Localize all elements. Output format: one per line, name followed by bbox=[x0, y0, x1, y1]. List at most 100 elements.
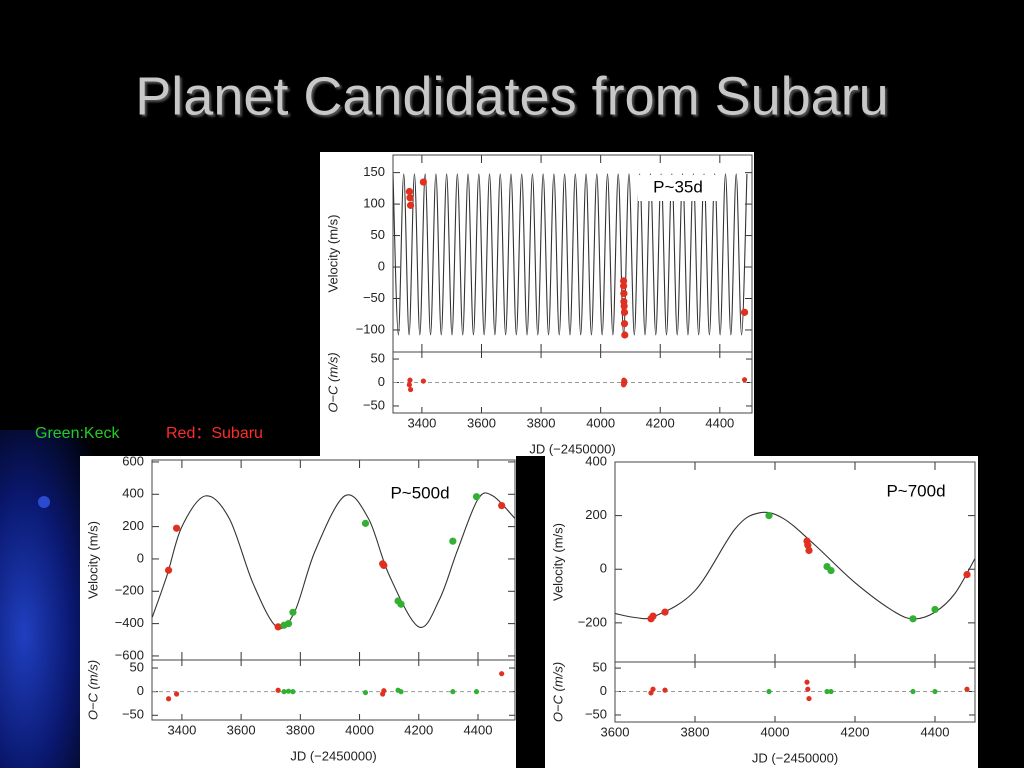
fit-curve bbox=[393, 173, 748, 336]
y-tick-label: 400 bbox=[585, 453, 607, 468]
y-tick-label: −100 bbox=[356, 321, 385, 336]
velocity-point bbox=[406, 201, 415, 209]
x-tick-label: 4200 bbox=[646, 415, 675, 430]
x-tick-label: 3600 bbox=[227, 722, 256, 737]
residual-frame bbox=[392, 351, 753, 414]
velocity-point bbox=[619, 282, 628, 290]
velocity-point bbox=[620, 308, 629, 316]
residual-point bbox=[828, 688, 834, 695]
velocity-point bbox=[172, 524, 181, 532]
x-tick-label: 4000 bbox=[761, 724, 790, 739]
y-tick-label: −200 bbox=[115, 583, 144, 598]
residual-point bbox=[473, 689, 480, 695]
y-tick-label: −400 bbox=[115, 615, 144, 630]
velocity-point bbox=[804, 541, 812, 549]
x-tick-label: 4200 bbox=[841, 724, 870, 739]
residual-point bbox=[910, 688, 916, 695]
residual-axis-label: O−C (m/s) bbox=[550, 662, 565, 722]
residual-frame bbox=[614, 661, 976, 723]
velocity-point bbox=[619, 277, 628, 285]
residual-tick-label: 50 bbox=[593, 660, 607, 675]
y-tick-label: 0 bbox=[600, 561, 607, 576]
chart-background bbox=[80, 456, 516, 768]
residual-point bbox=[806, 695, 812, 702]
y-tick-label: 200 bbox=[585, 507, 607, 522]
velocity-point bbox=[472, 493, 481, 501]
annotation-box bbox=[380, 481, 460, 507]
residual-point bbox=[362, 689, 369, 696]
annotation: P~500d bbox=[390, 483, 449, 502]
velocity-point bbox=[620, 289, 628, 298]
chart-background bbox=[545, 456, 978, 768]
residual-tick-label: 0 bbox=[600, 683, 607, 698]
residual-point bbox=[407, 386, 414, 393]
y-tick-label: −600 bbox=[115, 647, 144, 662]
annotation: P~35d bbox=[653, 177, 703, 196]
velocity-point bbox=[931, 605, 939, 614]
velocity-point bbox=[405, 187, 413, 196]
slide-title: Planet Candidates from Subaru bbox=[135, 66, 888, 126]
y-tick-label: 600 bbox=[122, 453, 144, 468]
residual-tick-label: 50 bbox=[130, 659, 144, 674]
y-axis-label: Velocity (m/s) bbox=[550, 523, 565, 601]
chart-background bbox=[320, 152, 754, 456]
y-tick-label: 150 bbox=[363, 164, 385, 179]
x-tick-label: 3600 bbox=[467, 415, 496, 430]
velocity-point bbox=[740, 308, 749, 316]
residual-point bbox=[285, 688, 292, 694]
velocity-point bbox=[449, 537, 457, 545]
x-tick-label: 3800 bbox=[527, 415, 556, 430]
x-tick-label: 3400 bbox=[407, 415, 436, 430]
velocity-point bbox=[620, 302, 628, 310]
residual-point bbox=[420, 378, 426, 384]
residual-point bbox=[450, 689, 456, 695]
x-tick-label: 4400 bbox=[705, 415, 734, 430]
residual-point bbox=[622, 378, 628, 384]
x-axis-label: JD (−2450000) bbox=[752, 750, 838, 765]
velocity-point bbox=[909, 615, 917, 623]
residual-tick-label: −50 bbox=[585, 706, 607, 721]
y-axis-label: Velocity (m/s) bbox=[85, 521, 100, 599]
fit-curve bbox=[152, 492, 515, 629]
x-tick-label: 3800 bbox=[681, 724, 710, 739]
velocity-point bbox=[621, 331, 629, 339]
x-tick-label: 4000 bbox=[586, 415, 615, 430]
residual-point bbox=[766, 688, 772, 695]
y-tick-label: 100 bbox=[363, 196, 385, 211]
y-tick-label: −200 bbox=[578, 614, 607, 629]
residual-point bbox=[805, 686, 811, 692]
velocity-point bbox=[963, 571, 971, 579]
y-tick-label: 0 bbox=[378, 258, 385, 273]
residual-point bbox=[499, 671, 505, 677]
x-axis-label: JD (−2450000) bbox=[529, 441, 615, 456]
velocity-point bbox=[620, 320, 629, 328]
residual-point bbox=[804, 679, 810, 685]
x-tick-label: 3600 bbox=[601, 724, 630, 739]
residual-point bbox=[662, 687, 668, 693]
residual-point bbox=[964, 686, 970, 692]
residual-point bbox=[407, 377, 413, 383]
residual-point bbox=[650, 686, 656, 692]
x-tick-label: 4400 bbox=[921, 724, 950, 739]
residual-point bbox=[741, 377, 748, 383]
velocity-point bbox=[361, 519, 370, 527]
velocity-point bbox=[274, 623, 282, 631]
y-tick-label: −50 bbox=[363, 290, 385, 305]
y-tick-label: 200 bbox=[122, 518, 144, 533]
chart-panel: 400 200 0 −200 50 0 −50 3600 3800 4000 4200 4400 Vel… bbox=[545, 453, 978, 768]
x-tick-label: 4200 bbox=[404, 722, 433, 737]
residual-frame bbox=[151, 659, 516, 721]
residual-tick-label: −50 bbox=[363, 397, 385, 412]
annotation-box bbox=[876, 479, 956, 505]
keck-note: Green:Keck bbox=[35, 425, 120, 442]
velocity-point bbox=[164, 566, 173, 574]
velocity-point bbox=[380, 561, 388, 570]
velocity-point bbox=[765, 512, 773, 520]
residual-point bbox=[398, 689, 404, 695]
residual-point bbox=[165, 696, 172, 702]
residual-point bbox=[381, 688, 387, 694]
velocity-point bbox=[419, 178, 427, 186]
